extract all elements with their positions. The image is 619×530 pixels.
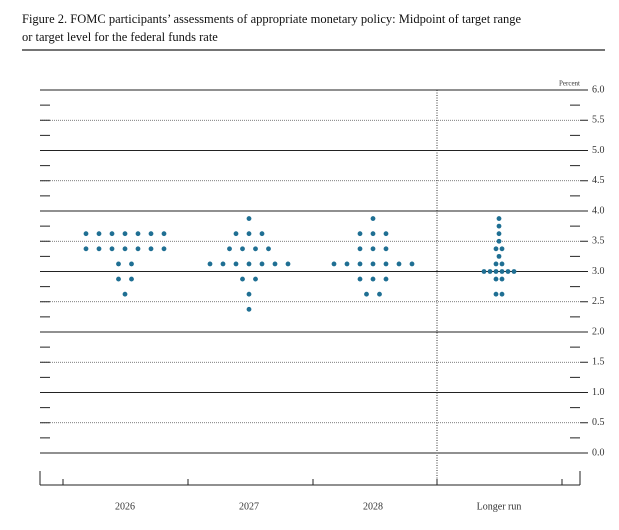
dot [285, 261, 291, 267]
dot [161, 231, 167, 237]
y-tick-label: 4.5 [592, 175, 605, 186]
x-tick-label: 2028 [363, 501, 383, 512]
x-tick-label: Longer run [477, 501, 522, 512]
dot [129, 276, 134, 282]
dot [116, 261, 121, 267]
y-tick-label: 3.5 [592, 236, 605, 247]
dot [344, 261, 350, 267]
dot [135, 246, 141, 252]
dot [493, 291, 499, 297]
dot [357, 231, 363, 237]
dot [259, 261, 265, 267]
dot [377, 291, 382, 297]
dot [481, 269, 487, 274]
dot [148, 231, 154, 237]
dot [129, 261, 134, 267]
dot [383, 276, 389, 282]
y-tick-label: 0.5 [592, 417, 605, 428]
dot [331, 261, 337, 267]
dot [246, 231, 252, 237]
dot [496, 253, 502, 259]
dot [83, 246, 89, 252]
dot [493, 276, 499, 282]
dot [96, 231, 102, 237]
dot [370, 261, 376, 267]
dot [370, 276, 376, 282]
dot [246, 306, 252, 312]
y-tick-label: 5.5 [592, 115, 605, 126]
dot [233, 231, 239, 237]
dot [357, 246, 363, 252]
dot [370, 216, 376, 221]
y-tick-label: 5.0 [592, 145, 605, 156]
dot [135, 231, 141, 237]
dot [259, 231, 265, 237]
dot [511, 269, 517, 274]
dot [499, 269, 505, 274]
y-tick-label: 0.0 [592, 447, 605, 458]
y-tick-label: 2.0 [592, 326, 605, 337]
dot [496, 223, 502, 229]
dot [496, 238, 502, 244]
dot [370, 231, 376, 237]
dot [383, 231, 389, 237]
dot [396, 261, 402, 267]
dot [487, 269, 493, 274]
dot [148, 246, 154, 252]
dot [499, 276, 505, 282]
dot [272, 261, 278, 267]
dot [207, 261, 213, 267]
dot [266, 246, 271, 252]
dot [383, 246, 389, 252]
dot [499, 291, 505, 297]
dot [499, 246, 505, 252]
dot [505, 269, 511, 274]
dot [227, 246, 232, 252]
dot [409, 261, 415, 267]
dot [233, 261, 239, 267]
dot [493, 246, 499, 252]
x-tick-label: 2027 [239, 501, 259, 512]
dot [383, 261, 389, 267]
dot [83, 231, 89, 237]
dot [370, 246, 376, 252]
title-line: Figure 2. FOMC participants’ assessments… [22, 12, 522, 26]
dot [116, 276, 121, 282]
dot [496, 216, 502, 221]
unit-label: Percent [559, 80, 580, 88]
dot [246, 261, 252, 267]
dot [493, 261, 499, 267]
dot [161, 246, 167, 252]
dot [240, 276, 245, 282]
dot [109, 246, 115, 252]
dot [122, 246, 128, 252]
dot [96, 246, 102, 252]
dot [240, 246, 245, 252]
dot [357, 276, 363, 282]
title-line: or target level for the federal funds ra… [22, 30, 218, 44]
dot [253, 246, 258, 252]
dot [499, 261, 505, 267]
dot [364, 291, 369, 297]
dot [220, 261, 226, 267]
dot [109, 231, 115, 237]
y-tick-label: 1.0 [592, 387, 605, 398]
dot [493, 269, 499, 274]
y-tick-label: 4.0 [592, 205, 605, 216]
dot [246, 216, 252, 221]
y-tick-label: 1.5 [592, 357, 605, 368]
y-tick-label: 6.0 [592, 84, 605, 95]
dot [122, 231, 128, 237]
dot [496, 231, 502, 237]
y-tick-label: 2.5 [592, 296, 605, 307]
dot [357, 261, 363, 267]
x-tick-label: 2026 [115, 501, 135, 512]
dot [253, 276, 258, 282]
dot [246, 291, 252, 297]
dot [122, 291, 128, 297]
y-tick-label: 3.0 [592, 266, 605, 277]
